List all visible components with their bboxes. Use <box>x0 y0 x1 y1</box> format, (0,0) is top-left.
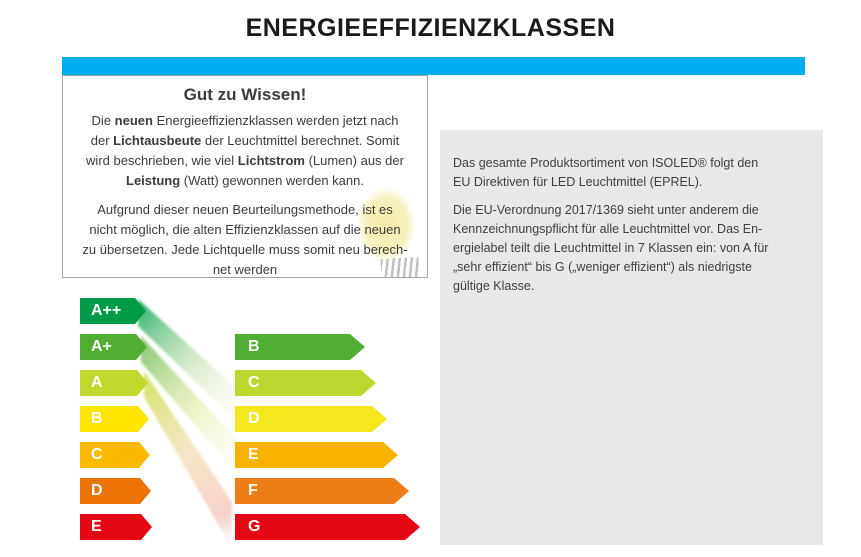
energy-class-label: C <box>91 446 103 463</box>
accent-bar <box>62 57 805 75</box>
know-box: Gut zu Wissen! Die neuen Energieeffizien… <box>62 75 428 278</box>
energy-class-label: D <box>91 482 103 499</box>
know-box-paragraph-2: Aufgrund dieser neuen Beurteilungsmethod… <box>82 202 408 277</box>
info-paragraph-2: Die EU-Verordnung 2017/1369 sieht unter … <box>453 203 769 293</box>
energy-class-label: G <box>248 518 261 535</box>
energy-class-arrow-new: G <box>235 514 420 540</box>
new-classes-column: B C D E F G <box>235 334 420 540</box>
energy-class-arrow-old: C <box>80 442 150 468</box>
energy-class-arrow-new: D <box>235 406 387 432</box>
energy-class-label: C <box>248 374 260 391</box>
energy-class-label: E <box>91 518 102 535</box>
energy-class-arrow-old: D <box>80 478 151 504</box>
energy-class-label: F <box>248 482 258 499</box>
energy-class-arrow-new: F <box>235 478 409 504</box>
energy-class-label: B <box>248 338 260 355</box>
energy-class-arrow-old: A++ <box>80 298 146 324</box>
energy-class-arrow-old: E <box>80 514 152 540</box>
energy-class-label: B <box>91 410 103 427</box>
energy-class-label: A <box>91 374 103 391</box>
know-box-title: Gut zu Wissen! <box>183 85 307 104</box>
old-classes-column: A++ A+ A B C D E <box>80 298 152 540</box>
info-panel: Das gesamte Produktsortiment von ISOLED®… <box>440 130 823 545</box>
energy-class-arrow-old: B <box>80 406 149 432</box>
energy-class-label: A++ <box>91 302 122 319</box>
page-title: ENERGIEEFFIZIENZKLASSEN <box>245 14 616 42</box>
energy-class-arrow-old: A+ <box>80 334 147 360</box>
info-paragraph-1: Das gesamte Produktsortiment von ISOLED®… <box>453 156 759 189</box>
mapping-beam-3 <box>144 371 232 548</box>
energy-class-label: D <box>248 410 260 427</box>
energy-class-arrow-new: B <box>235 334 365 360</box>
energy-class-label: E <box>248 446 259 463</box>
energy-class-arrow-old: A <box>80 370 148 396</box>
know-box-paragraph-1: Die neuen Energieeffizienzklassen werden… <box>86 113 404 188</box>
energy-class-label: A+ <box>91 338 112 355</box>
energy-class-arrow-new: C <box>235 370 376 396</box>
energy-class-arrow-new: E <box>235 442 398 468</box>
